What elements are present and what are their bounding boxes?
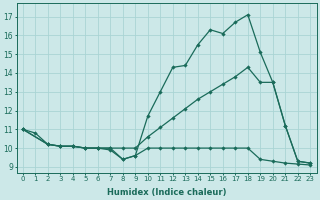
X-axis label: Humidex (Indice chaleur): Humidex (Indice chaleur) (107, 188, 226, 197)
